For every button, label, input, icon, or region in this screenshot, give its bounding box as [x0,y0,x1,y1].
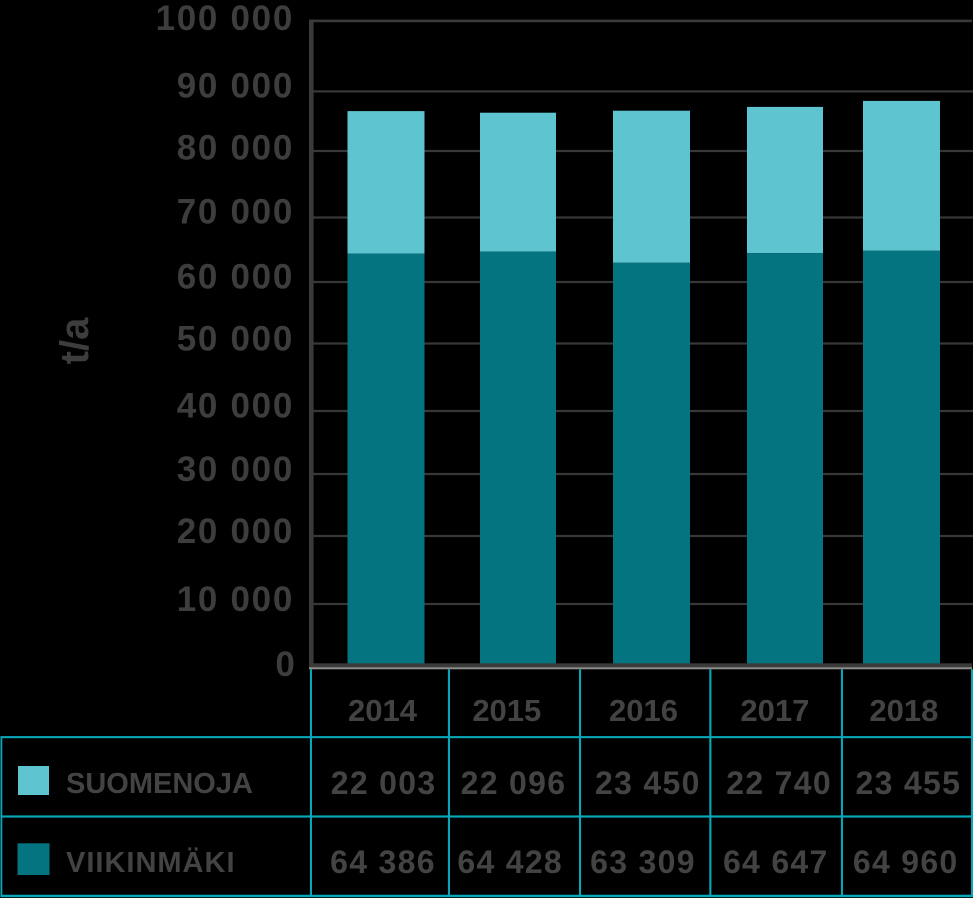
svg-text:60 000: 60 000 [177,258,294,297]
svg-text:90 000: 90 000 [177,67,294,106]
svg-text:63 309: 63 309 [590,844,696,880]
svg-text:64 960: 64 960 [853,844,959,880]
svg-text:22 096: 22 096 [461,765,567,801]
svg-text:64 647: 64 647 [723,844,829,880]
svg-text:23 455: 23 455 [856,765,962,801]
svg-text:0: 0 [275,645,296,684]
svg-text:2014: 2014 [348,693,418,728]
svg-text:50 000: 50 000 [177,320,294,359]
svg-text:2017: 2017 [740,693,809,728]
svg-text:22 003: 22 003 [331,765,437,801]
svg-text:70 000: 70 000 [177,193,294,232]
svg-text:2015: 2015 [472,693,541,728]
svg-text:VIIKINMÄKI: VIIKINMÄKI [66,846,236,879]
svg-text:80 000: 80 000 [177,129,294,168]
svg-text:10 000: 10 000 [177,580,294,619]
svg-text:t/a: t/a [53,317,97,364]
svg-text:64 428: 64 428 [457,844,563,880]
svg-text:23 450: 23 450 [595,765,701,801]
svg-text:64 386: 64 386 [330,844,436,880]
svg-text:2016: 2016 [609,693,678,728]
svg-text:100 000: 100 000 [156,0,294,38]
svg-text:40 000: 40 000 [177,387,294,426]
svg-text:20 000: 20 000 [177,512,294,551]
svg-text:22 740: 22 740 [726,765,832,801]
svg-text:SUOMENOJA: SUOMENOJA [66,768,253,800]
svg-text:2018: 2018 [869,693,938,728]
svg-text:30 000: 30 000 [177,450,294,489]
